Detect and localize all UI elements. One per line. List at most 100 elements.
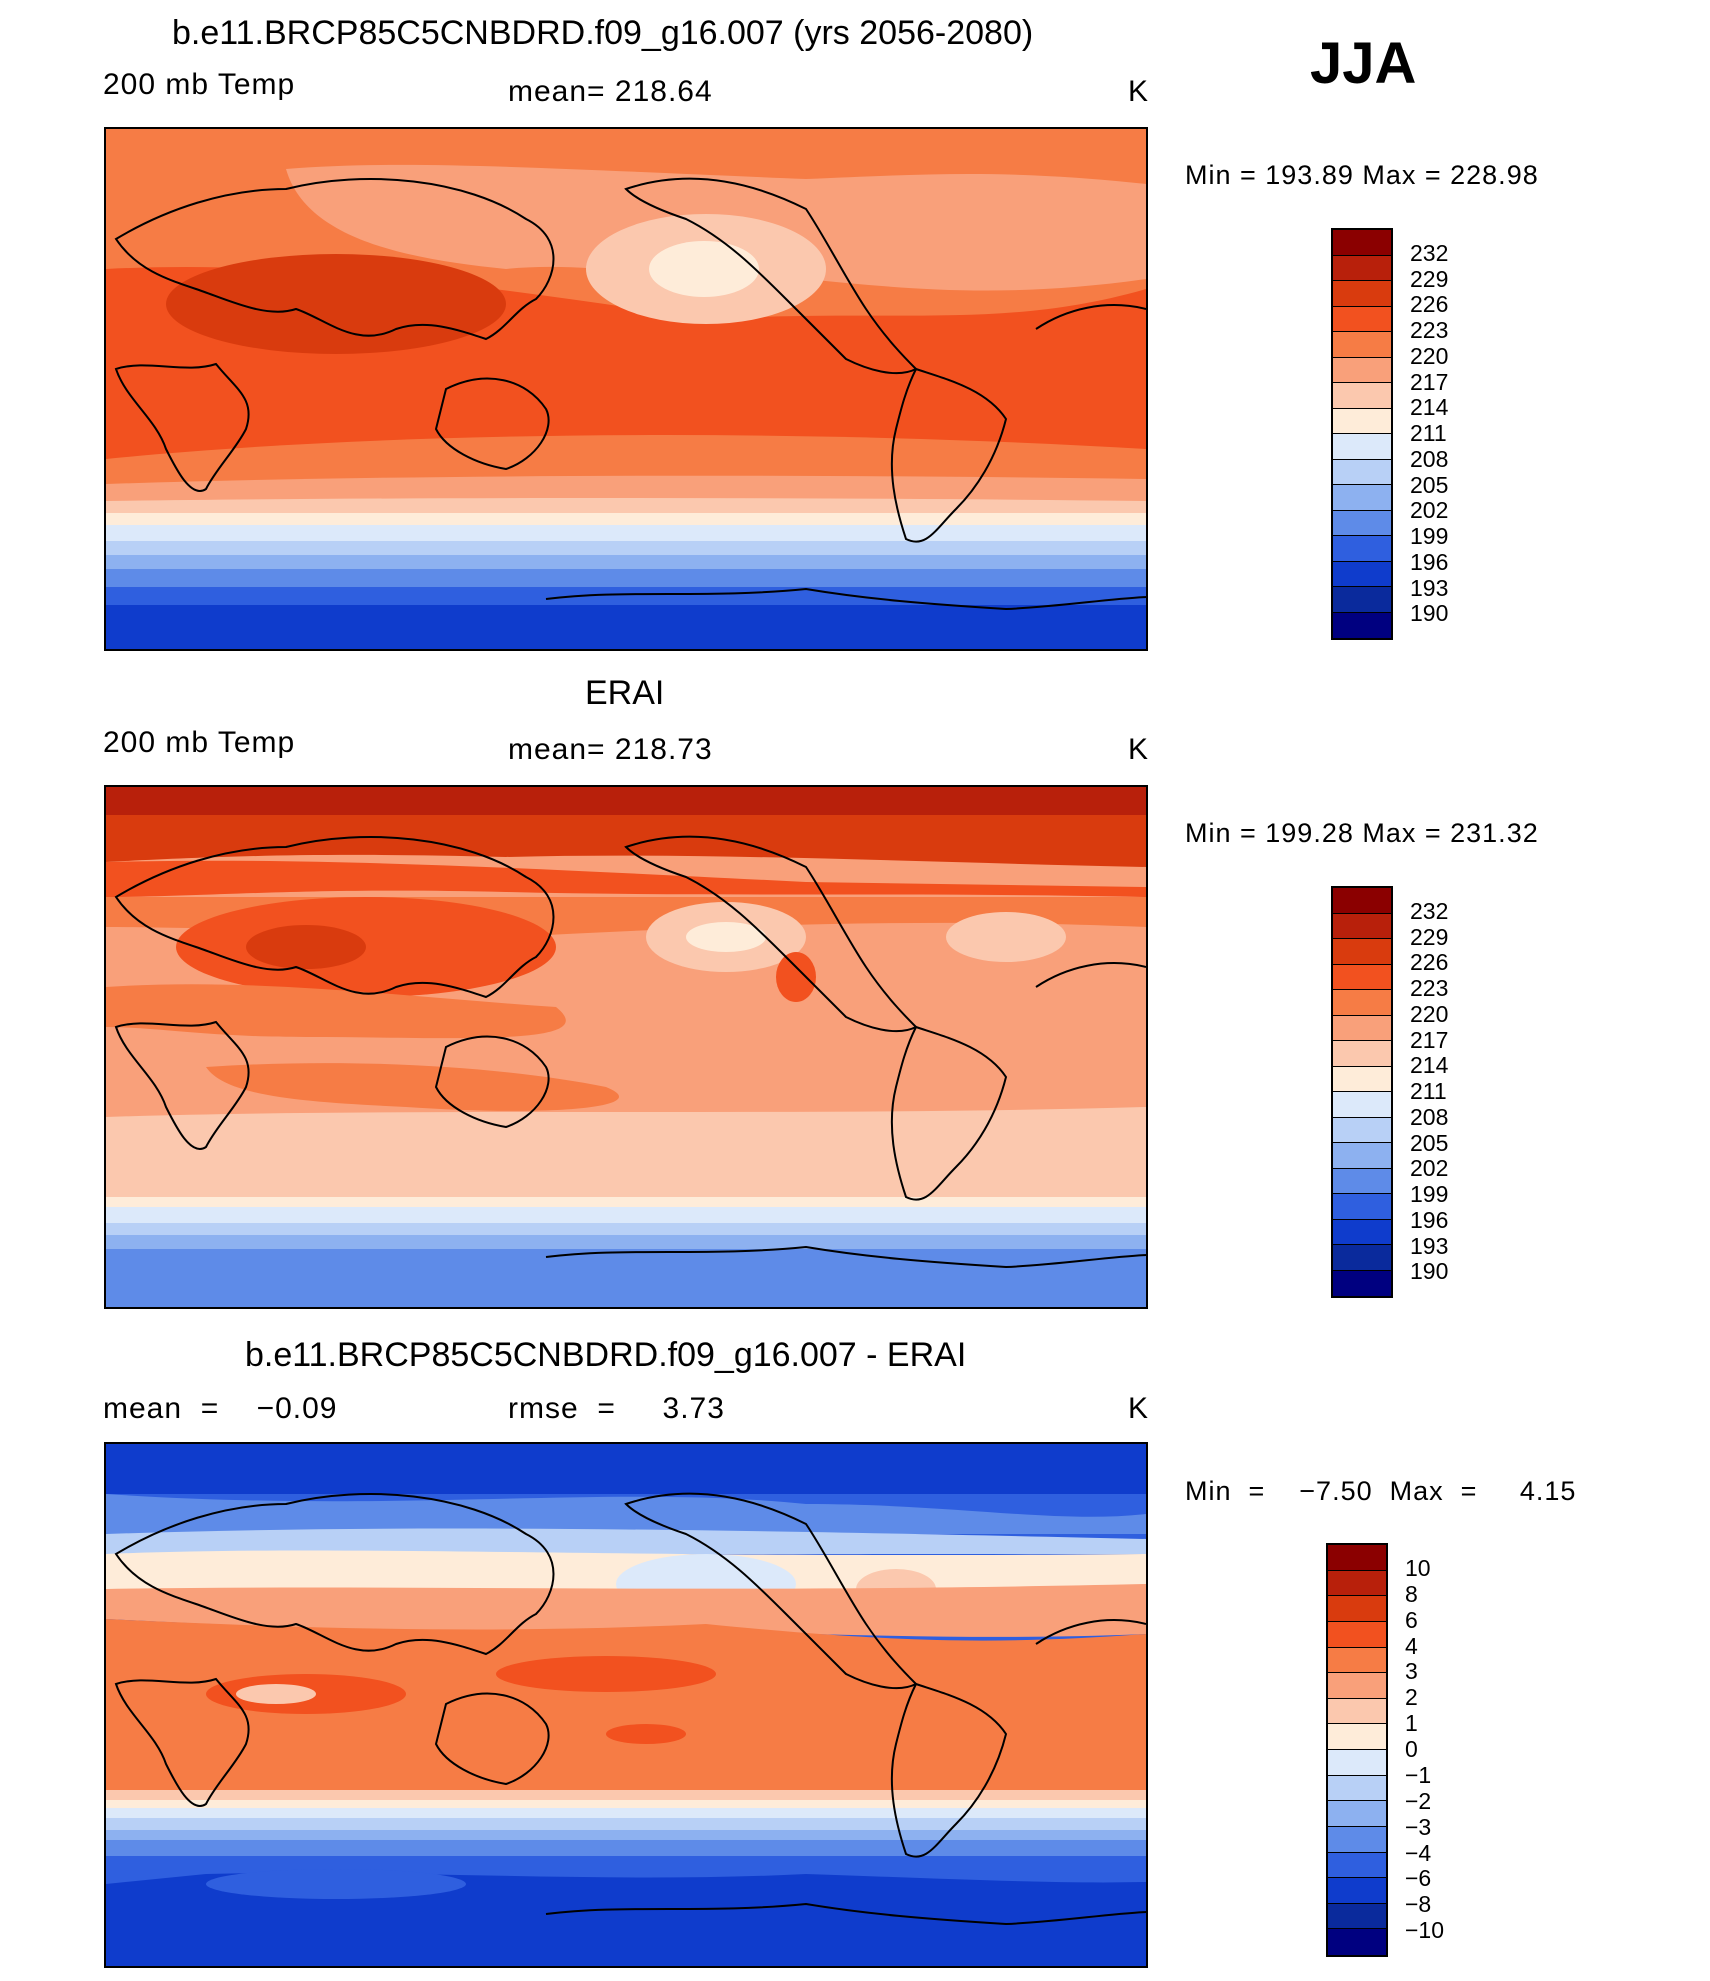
colorbar-swatch [1333, 1245, 1391, 1271]
colorbar-swatch [1328, 1698, 1386, 1725]
colorbar-tick-label: 205 [1410, 1129, 1449, 1156]
colorbar-tick-label: 2 [1405, 1684, 1418, 1711]
colorbar-swatch [1333, 1168, 1391, 1194]
colorbar-swatch [1333, 485, 1391, 511]
map-panel-obs [104, 785, 1148, 1309]
colorbar-swatch [1333, 357, 1391, 383]
colorbar-tick-label: −2 [1405, 1787, 1432, 1814]
map-panel-model [104, 127, 1148, 651]
panel-title-obs: ERAI [585, 674, 665, 712]
colorbar-tick-label: 220 [1410, 342, 1449, 369]
colorbar-tick-label: 232 [1410, 897, 1449, 924]
colorbar-swatch [1333, 536, 1391, 562]
colorbar-swatch [1328, 1621, 1386, 1648]
units-label: K [1128, 75, 1150, 108]
colorbar-tick-label: −8 [1405, 1891, 1432, 1918]
colorbar-swatch [1333, 332, 1391, 358]
colorbar-tick-label: 211 [1410, 420, 1447, 446]
colorbar-swatch [1328, 1673, 1386, 1699]
colorbar-tick-label: 3 [1405, 1658, 1418, 1685]
colorbar-tick-label: 208 [1410, 1103, 1449, 1130]
colorbar-tick-label: −4 [1405, 1839, 1432, 1866]
colorbar-tick-label: 199 [1410, 523, 1449, 549]
units-label: K [1128, 733, 1150, 766]
colorbar-tick-label: 6 [1405, 1606, 1418, 1633]
colorbar-obs [1331, 886, 1393, 1298]
colorbar-swatch [1333, 230, 1391, 256]
colorbar-tick-label: 226 [1410, 949, 1449, 976]
colorbar-tick-label: 214 [1410, 1052, 1449, 1079]
colorbar-model [1331, 228, 1393, 640]
rmse-label: rmse = 3.73 [508, 1392, 725, 1425]
colorbar-swatch [1333, 1194, 1391, 1220]
colorbar-swatch [1333, 964, 1391, 990]
variable-label: 200 mb Temp [103, 726, 296, 759]
colorbar-swatch [1328, 1647, 1386, 1674]
colorbar-swatch [1328, 1903, 1386, 1930]
colorbar-swatch [1328, 1801, 1386, 1827]
colorbar-swatch [1328, 1545, 1386, 1571]
colorbar-swatch [1328, 1724, 1386, 1750]
colorbar-swatch [1333, 1143, 1391, 1169]
colorbar-swatch [1328, 1878, 1386, 1904]
colorbar-tick-label: 214 [1410, 394, 1449, 421]
colorbar-tick-label: 226 [1410, 291, 1449, 318]
colorbar-swatch [1333, 255, 1391, 281]
colorbar-tick-label: 10 [1405, 1554, 1431, 1581]
colorbar-swatch [1328, 1826, 1386, 1853]
min-max-label: Min = 199.28 Max = 231.32 [1185, 818, 1539, 848]
panel-title-diff: b.e11.BRCP85C5CNBDRD.f09_g16.007 - ERAI [245, 1336, 967, 1374]
colorbar-tick-label: 232 [1410, 239, 1449, 266]
colorbar-swatch [1333, 939, 1391, 965]
colorbar-tick-label: 190 [1410, 600, 1449, 627]
colorbar-tick-label: 0 [1405, 1736, 1418, 1762]
colorbar-labels-diff: 10 8 6 4 3 2 1 0 −1 −2 −3 −4 −6 −8 −10 [1405, 1543, 1475, 1957]
colorbar-tick-label: 223 [1410, 317, 1449, 343]
colorbar-swatch [1328, 1775, 1386, 1802]
colorbar-tick-label: 196 [1410, 548, 1449, 575]
colorbar-tick-label: −3 [1405, 1813, 1432, 1840]
colorbar-tick-label: 202 [1410, 1155, 1449, 1182]
colorbar-swatch [1333, 561, 1391, 587]
colorbar-tick-label: 211 [1410, 1078, 1447, 1104]
temperature-field-obs [106, 787, 1146, 1307]
colorbar-swatch [1328, 1596, 1386, 1622]
colorbar-labels-model: 232 229 226 223 220 217 214 211 208 205 202 199 196 1… [1410, 228, 1470, 640]
colorbar-tick-label: 229 [1410, 923, 1449, 950]
mean-label: mean= 218.73 [508, 733, 713, 766]
min-max-label: Min = 193.89 Max = 228.98 [1185, 160, 1539, 190]
colorbar-swatch [1333, 434, 1391, 460]
colorbar-labels-obs: 232 229 226 223 220 217 214 211 208 205 202 199 196 1… [1410, 886, 1470, 1298]
colorbar-tick-label: 217 [1410, 368, 1449, 395]
colorbar-tick-label: 229 [1410, 265, 1449, 292]
map-panel-diff [104, 1442, 1148, 1968]
panel-title-model: b.e11.BRCP85C5CNBDRD.f09_g16.007 (yrs 20… [172, 14, 1034, 52]
colorbar-tick-label: −10 [1405, 1917, 1445, 1944]
colorbar-swatch [1333, 990, 1391, 1016]
colorbar-swatch [1333, 281, 1391, 307]
colorbar-tick-label: 1 [1405, 1710, 1418, 1737]
colorbar-swatch [1333, 612, 1391, 638]
colorbar-tick-label: 193 [1410, 574, 1449, 601]
colorbar-swatch [1333, 1015, 1391, 1041]
colorbar-swatch [1333, 587, 1391, 613]
units-label: K [1128, 1392, 1150, 1425]
mean-label: mean= 218.64 [508, 75, 713, 108]
colorbar-swatch [1328, 1852, 1386, 1879]
colorbar-diff [1326, 1543, 1388, 1957]
colorbar-tick-label: 4 [1405, 1632, 1418, 1659]
colorbar-tick-label: −1 [1405, 1761, 1432, 1788]
colorbar-tick-label: 196 [1410, 1206, 1449, 1233]
colorbar-swatch [1333, 510, 1391, 536]
temperature-field-diff [106, 1444, 1146, 1966]
colorbar-tick-label: 220 [1410, 1000, 1449, 1027]
colorbar-tick-label: 193 [1410, 1232, 1449, 1259]
colorbar-swatch [1333, 383, 1391, 409]
colorbar-tick-label: 190 [1410, 1258, 1449, 1285]
colorbar-swatch [1328, 1929, 1386, 1955]
colorbar-swatch [1333, 913, 1391, 939]
temperature-field-model [106, 129, 1146, 649]
colorbar-swatch [1333, 888, 1391, 914]
colorbar-swatch [1333, 1092, 1391, 1118]
colorbar-swatch [1333, 459, 1391, 485]
